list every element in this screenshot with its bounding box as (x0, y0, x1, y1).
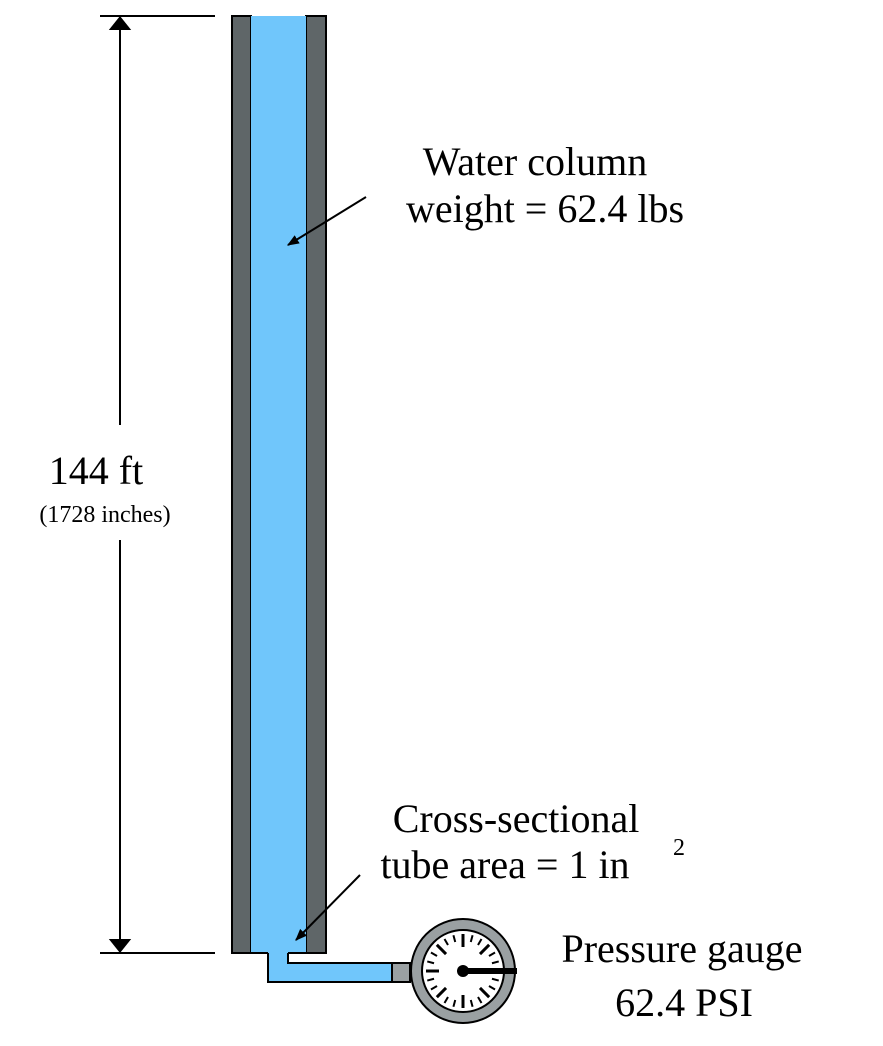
area-exponent: 2 (673, 835, 685, 861)
pointer-arrow (295, 874, 361, 941)
gauge-scale-tick (488, 951, 496, 957)
tube-wall (231, 15, 252, 954)
water-column (251, 16, 306, 953)
gauge-label: Pressure gauge (561, 926, 802, 971)
gauge-scale-tick (488, 985, 496, 991)
area-label: tube area = 1 in (380, 842, 629, 887)
gauge-scale-tick (435, 943, 448, 956)
height-sublabel: (1728 inches) (39, 502, 170, 528)
gauge-scale-tick (443, 996, 449, 1004)
gauge-scale-tick (469, 935, 474, 943)
gauge-pivot (457, 965, 469, 977)
gauge-scale-tick (452, 935, 457, 943)
pressure-gauge (410, 918, 517, 1024)
tube-wall (305, 15, 327, 954)
gauge-scale-tick (477, 938, 483, 946)
gauge-scale-tick (478, 986, 491, 999)
gauge-scale-tick (491, 977, 499, 982)
gauge-scale-tick (478, 943, 491, 956)
gauge-connector (391, 962, 411, 983)
pipe (267, 953, 393, 983)
gauge-scale-tick (430, 985, 438, 991)
gauge-reading: 62.4 PSI (615, 980, 753, 1025)
water-label: weight = 62.4 lbs (406, 186, 684, 231)
water-label: Water column (423, 139, 647, 184)
gauge-scale-tick (452, 999, 457, 1007)
gauge-scale-tick (477, 996, 483, 1004)
gauge-scale-tick (491, 960, 499, 965)
gauge-scale-tick (435, 986, 448, 999)
gauge-scale-tick (427, 960, 435, 965)
gauge-scale-tick (469, 999, 474, 1007)
gauge-scale-tick (443, 938, 449, 946)
height-label: 144 ft (49, 448, 143, 493)
gauge-scale-tick (430, 951, 438, 957)
pointer-arrow (286, 196, 367, 246)
gauge-scale-tick (427, 977, 435, 982)
area-label: Cross-sectional (393, 796, 640, 841)
